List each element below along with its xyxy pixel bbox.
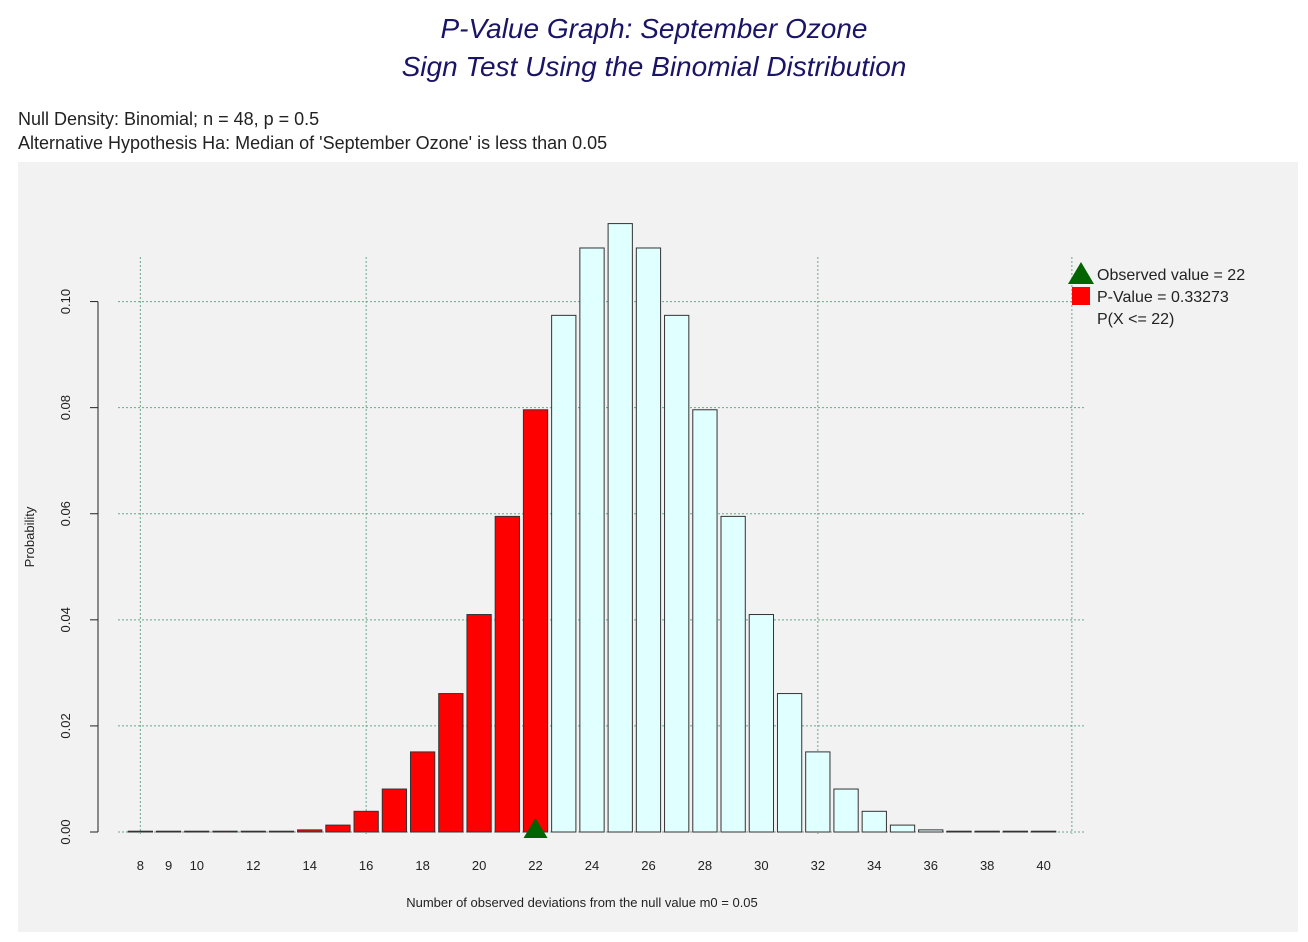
bar-38: [974, 830, 1000, 833]
x-tick-label: 24: [585, 858, 599, 873]
legend-entry-label: P-Value = 0.33273: [1097, 289, 1229, 306]
bar-30: [748, 614, 775, 833]
axes: Probability Number of observed deviation…: [22, 289, 1051, 910]
bar-20: [466, 614, 492, 833]
x-tick-label: 40: [1036, 858, 1050, 873]
x-tick-label: 26: [641, 858, 655, 873]
x-tick-label: 16: [359, 858, 373, 873]
bar-9: [155, 830, 182, 833]
chart-title: P-Value Graph: September Ozone: [440, 13, 868, 44]
bar-29: [720, 515, 746, 833]
legend-entry-label: P(X <= 22): [1097, 311, 1174, 328]
x-tick-label: 20: [472, 858, 486, 873]
y-tick-label: 0.04: [58, 607, 73, 632]
bar-13: [268, 830, 295, 833]
binomial-bar-chart: Probability Number of observed deviation…: [22, 223, 1245, 910]
bar-21: [494, 515, 520, 833]
x-tick-label: 22: [528, 858, 542, 873]
bar-24: [579, 247, 605, 833]
bar-26: [635, 247, 662, 833]
bar-19: [438, 693, 464, 833]
y-tick-label: 0.00: [58, 819, 73, 844]
bar-15: [325, 824, 351, 833]
bar-14: [297, 829, 323, 833]
bar-17: [381, 788, 408, 833]
bar-28: [692, 409, 718, 833]
bar-27: [664, 314, 690, 833]
x-tick-label: 32: [811, 858, 825, 873]
bar-11: [212, 830, 238, 833]
x-tick-label: 12: [246, 858, 260, 873]
null-density-label: Null Density: Binomial; n = 48, p = 0.5: [18, 109, 320, 129]
y-tick-label: 0.06: [58, 501, 73, 526]
x-tick-label: 30: [754, 858, 768, 873]
x-tick-label: 14: [302, 858, 316, 873]
x-tick-label: 9: [165, 858, 172, 873]
bars: [127, 223, 1057, 838]
bar-25: [607, 223, 633, 833]
x-tick-label: 34: [867, 858, 881, 873]
bar-40: [1031, 830, 1057, 833]
plot-panel: Probability Number of observed deviation…: [18, 162, 1298, 932]
alternative-hypothesis-label: Alternative Hypothesis Ha: Median of 'Se…: [18, 133, 608, 153]
bar-22: [522, 409, 549, 833]
bar-37: [946, 830, 972, 833]
y-tick-label: 0.10: [58, 289, 73, 314]
legend-square-icon: [1072, 287, 1090, 305]
bar-35: [889, 824, 916, 833]
bar-36: [918, 829, 944, 833]
x-tick-label: 10: [190, 858, 204, 873]
bar-31: [776, 693, 803, 833]
legend-triangle-icon: [1068, 262, 1094, 284]
bar-12: [240, 830, 266, 833]
bar-33: [833, 788, 859, 833]
y-tick-label: 0.02: [58, 713, 73, 738]
legend-entry-label: Observed value = 22: [1097, 267, 1245, 284]
bar-18: [409, 751, 436, 833]
x-tick-label: 38: [980, 858, 994, 873]
x-tick-label: 28: [698, 858, 712, 873]
chart-title-line2: Sign Test Using the Binomial Distributio…: [401, 51, 907, 82]
x-tick-label: 18: [415, 858, 429, 873]
bar-23: [551, 314, 577, 833]
bar-8: [127, 830, 153, 833]
y-tick-label: 0.08: [58, 395, 73, 420]
bar-32: [805, 751, 831, 833]
legend: Observed value = 22 P-Value = 0.33273 P(X …: [1068, 262, 1245, 328]
bar-10: [184, 830, 210, 833]
y-axis-label: Probability: [22, 506, 37, 567]
x-tick-label: 8: [137, 858, 144, 873]
x-axis-label: Number of observed deviations from the n…: [406, 895, 758, 910]
bar-39: [1002, 830, 1029, 833]
observed-value-marker: [523, 818, 548, 838]
bar-34: [861, 810, 887, 833]
bar-16: [353, 810, 379, 833]
x-tick-label: 36: [924, 858, 938, 873]
